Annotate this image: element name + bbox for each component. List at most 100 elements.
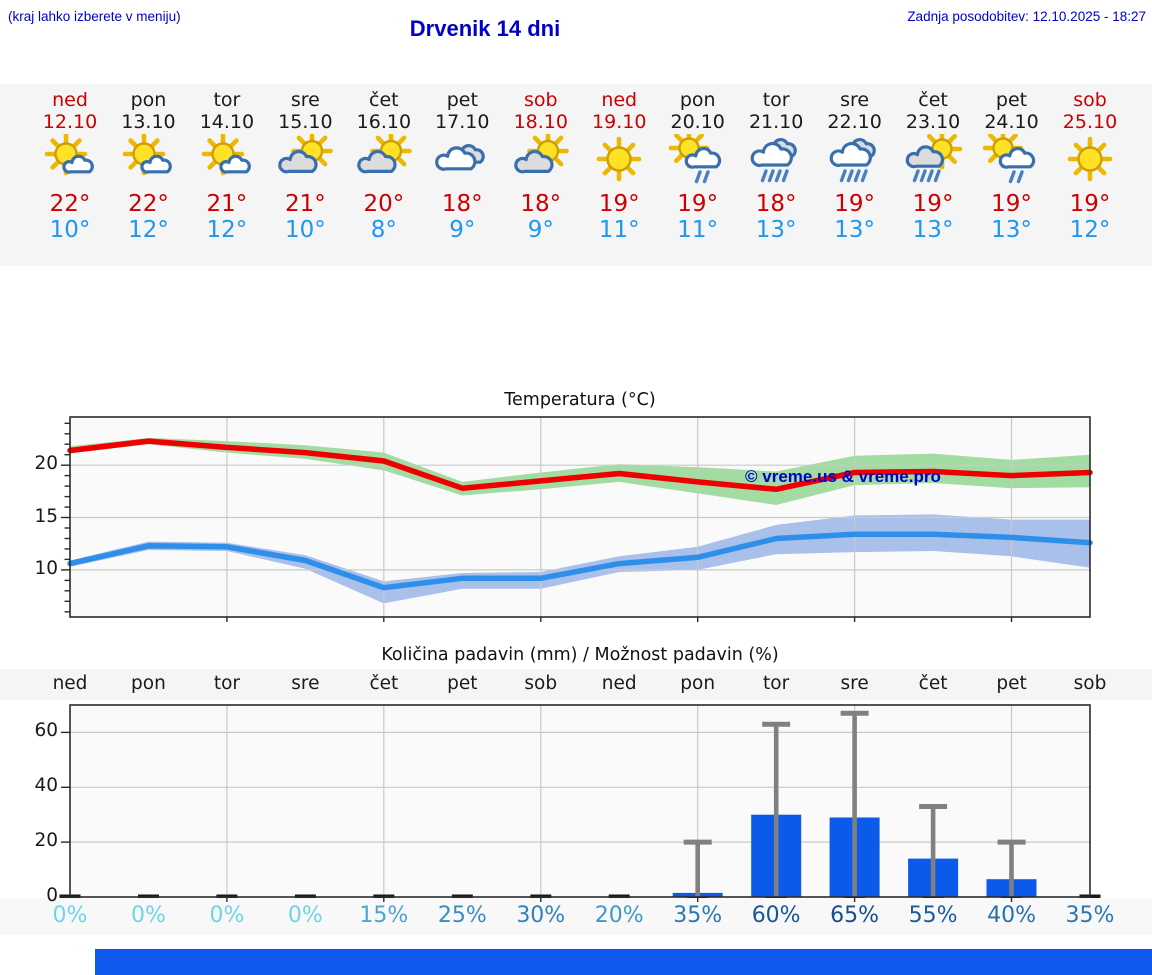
forecast-day-column: sob 25.10 19° 12°: [1050, 84, 1130, 243]
temp-high: 19°: [598, 191, 640, 217]
precip-percent-label: 30%: [516, 903, 566, 928]
temp-high: 19°: [991, 191, 1032, 217]
temp-high: 21°: [206, 191, 248, 217]
forecast-day-column: pon 13.10 22° 12°: [108, 84, 188, 243]
temp-plot-area: [70, 417, 1090, 617]
precip-y-axis-label: 40: [34, 775, 58, 797]
temp-band: [70, 514, 1090, 604]
day-date: 12.10: [42, 111, 98, 133]
temp-low: 13°: [991, 217, 1032, 243]
precip-day-label: pon: [680, 673, 716, 694]
temp-high: 22°: [128, 191, 169, 217]
temp-low: 13°: [912, 217, 954, 243]
precip-day-label: sob: [1073, 673, 1107, 694]
precip-bar: [908, 858, 959, 897]
temp-high: 18°: [755, 191, 797, 217]
temp-high: 19°: [677, 191, 719, 217]
sun-cloud-icon: [501, 134, 581, 188]
precip-day-label: sob: [524, 673, 558, 694]
sun-cloud-icon: [344, 134, 424, 188]
precip-percent-row: [0, 898, 1152, 935]
last-updated: Zadnja posodobitev: 12.10.2025 - 18:27: [907, 9, 1146, 24]
day-name: čet: [918, 89, 948, 111]
precip-day-label: pon: [131, 673, 166, 694]
temp-high: 19°: [912, 191, 954, 217]
forecast-day-column: sre 15.10 21° 10°: [265, 84, 345, 243]
day-date: 22.10: [827, 111, 882, 133]
temp-chart-title: Temperatura (°C): [504, 390, 656, 410]
temp-low: 10°: [49, 217, 91, 243]
temp-y-axis-label: 20: [34, 453, 58, 475]
precip-day-label: pet: [447, 673, 478, 694]
precip-percent-label: 35%: [1065, 903, 1115, 928]
precip-percent-label: 0%: [52, 903, 88, 928]
precip-day-label: ned: [601, 673, 637, 694]
forecast-day-column: čet 16.10 20° 8°: [344, 84, 424, 243]
temp-high: 21°: [284, 191, 326, 217]
sun-small-cloud-icon: [108, 134, 188, 188]
temp-high: 22°: [49, 191, 91, 217]
forecast-day-column: ned 19.10 19° 11°: [579, 84, 659, 243]
day-name: pet: [995, 89, 1028, 111]
temp-low: 9°: [449, 217, 476, 243]
precip-percent-label: 0%: [209, 903, 245, 928]
forecast-day-column: sob 18.10 18° 9°: [501, 84, 581, 243]
precip-y-axis-label: 20: [34, 830, 58, 852]
precip-percent-label: 15%: [359, 903, 409, 928]
precip-bar: [829, 817, 880, 897]
watermark: © vreme.us & vreme.pro: [745, 467, 941, 486]
day-date: 23.10: [905, 111, 961, 133]
temp-low: 12°: [128, 217, 169, 243]
precip-percent-label: 40%: [987, 903, 1036, 928]
precip-day-label: sre: [840, 673, 869, 694]
precip-percent-label: 0%: [131, 903, 166, 928]
day-date: 24.10: [984, 111, 1039, 133]
cloud-icon: [422, 134, 502, 188]
precip-percent-label: 55%: [908, 903, 958, 928]
forecast-strip: ned 12.10 22° 10° pon 13.10 22° 12° tor 14.10 21° 1…: [0, 84, 1152, 266]
rain-4-icon: [815, 134, 895, 188]
day-date: 16.10: [356, 111, 412, 133]
temp-high: 18°: [441, 191, 483, 217]
day-date: 13.10: [121, 111, 176, 133]
plot-border: [69, 704, 1091, 898]
precip-plot-area: [70, 705, 1090, 897]
precip-day-label: pet: [996, 673, 1027, 694]
sun-small-cloud-icon: [187, 134, 267, 188]
precip-percent-label: 35%: [673, 903, 723, 928]
day-name: pon: [679, 89, 716, 111]
precip-percent-label: 25%: [437, 903, 487, 928]
temp-low: 11°: [598, 217, 640, 243]
day-date: 18.10: [513, 111, 568, 133]
day-name: pet: [446, 89, 478, 111]
temp-low: 9°: [527, 217, 554, 243]
day-date: 21.10: [748, 111, 804, 133]
precip-bar: [986, 879, 1037, 897]
precip-day-label: čet: [918, 673, 948, 694]
temp-low: 10°: [284, 217, 326, 243]
sun-icon: [579, 134, 659, 188]
day-name: sre: [290, 89, 320, 111]
precip-day-label: čet: [369, 673, 399, 694]
precip-chart-title: Količina padavin (mm) / Možnost padavin …: [381, 645, 779, 665]
temp-low: 13°: [834, 217, 875, 243]
footer-scrollbar[interactable]: [95, 949, 1152, 975]
rain-4-icon: [736, 134, 816, 188]
temp-low: 12°: [206, 217, 248, 243]
day-name: tor: [213, 89, 241, 111]
day-date: 17.10: [435, 111, 490, 133]
day-name: tor: [762, 89, 790, 111]
forecast-day-column: tor 14.10 21° 12°: [187, 84, 267, 243]
day-name: sob: [523, 89, 558, 111]
temp-min-line: [67, 531, 1093, 591]
forecast-day-column: ned 12.10 22° 10°: [30, 84, 110, 243]
precip-y-axis-label: 60: [34, 720, 58, 742]
temp-high: 19°: [1069, 191, 1111, 217]
day-name: sob: [1073, 89, 1107, 111]
temp-high: 19°: [834, 191, 875, 217]
temp-y-axis-label: 15: [34, 505, 58, 527]
precip-day-label: tor: [763, 673, 790, 694]
temp-low: 11°: [677, 217, 719, 243]
precip-percent-label: 0%: [287, 903, 323, 928]
